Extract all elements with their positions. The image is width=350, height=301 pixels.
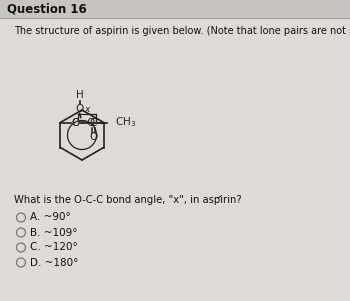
Text: B. ~109°: B. ~109°: [30, 228, 77, 237]
Text: C: C: [90, 117, 97, 128]
Bar: [0, 0, 350, 18]
Text: What is the O-C-C bond angle, "x", in aspirin?: What is the O-C-C bond angle, "x", in as…: [14, 195, 241, 205]
Text: C=O: C=O: [71, 117, 96, 128]
Text: Question 16: Question 16: [7, 2, 87, 15]
Text: C. ~120°: C. ~120°: [30, 243, 78, 253]
Text: D. ~180°: D. ~180°: [30, 257, 78, 268]
Text: The structure of aspirin is given below. (Note that lone pairs are not shown.): The structure of aspirin is given below.…: [14, 26, 350, 36]
Text: O: O: [76, 104, 84, 113]
Text: O: O: [89, 132, 97, 142]
Text: x: x: [85, 105, 90, 114]
Text: O: O: [71, 117, 79, 128]
Text: A. ~90°: A. ~90°: [30, 213, 71, 222]
Text: H: H: [76, 91, 84, 101]
Text: CH$_3$: CH$_3$: [116, 116, 136, 129]
